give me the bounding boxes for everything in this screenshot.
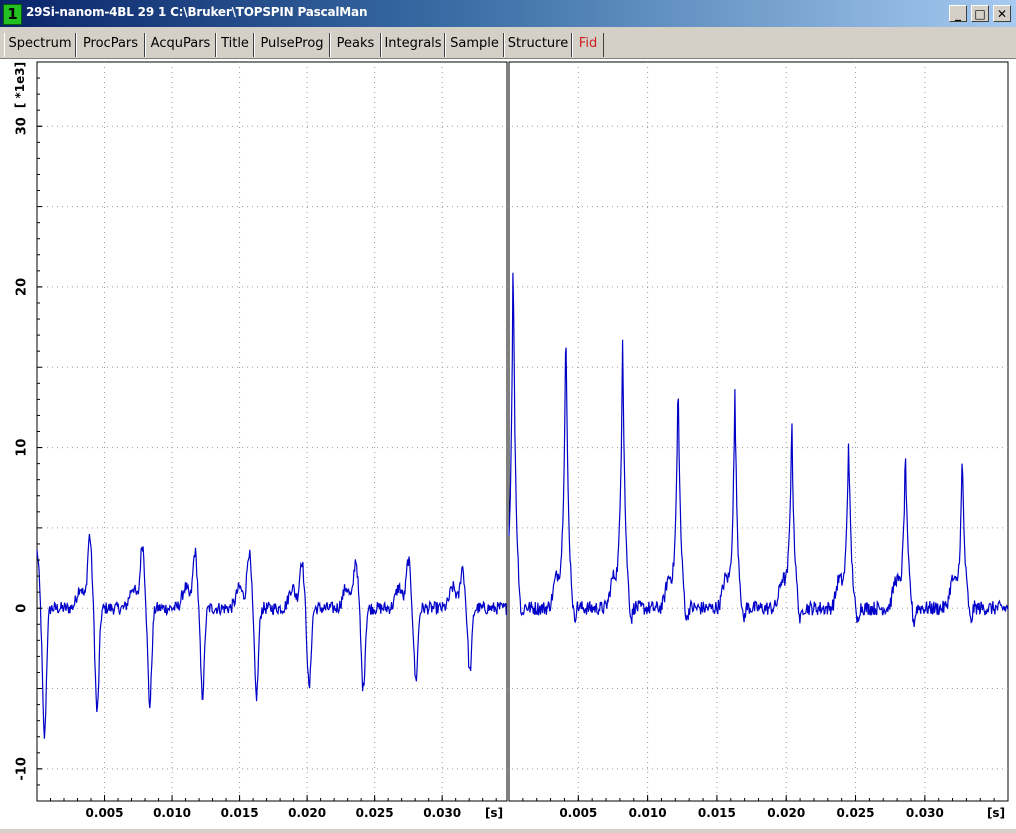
window-title: 29Si-nanom-4BL 29 1 C:\Bruker\TOPSPIN Pa…	[26, 5, 368, 19]
y-tick-label: 0	[15, 604, 30, 613]
x-tick-label: 0.005	[86, 806, 124, 820]
window-number-badge: 1	[3, 4, 22, 25]
x-tick-label: 0.015	[698, 806, 736, 820]
fid-imaginary-trace	[508, 272, 1009, 627]
x-tick-label: 0.030	[423, 806, 461, 820]
tab-fid[interactable]: Fid	[572, 33, 604, 57]
close-button[interactable]: ✕	[993, 5, 1011, 22]
right-x-unit-label: [s]	[987, 806, 1005, 820]
maximize-button[interactable]: □	[971, 5, 989, 22]
tab-structure[interactable]: Structure	[504, 33, 572, 57]
tab-pulseprog[interactable]: PulseProg	[254, 33, 330, 57]
minimize-button[interactable]: _	[949, 5, 967, 22]
x-tick-label: 0.030	[906, 806, 944, 820]
x-tick-label: 0.015	[221, 806, 259, 820]
x-tick-label: 0.010	[153, 806, 191, 820]
y-axis-unit-label: [ *1e3]	[13, 62, 27, 108]
fid-plot-area[interactable]: [ *1e3] -10 0 10 20 30 [s] [s] 0.005 0.010 0.0…	[0, 58, 1016, 829]
tab-bar: Spectrum ProcPars AcquPars Title PulsePr…	[0, 27, 1016, 58]
right-panel-frame	[508, 61, 1009, 802]
fid-chart: [ *1e3] -10 0 10 20 30 [s] [s] 0.005 0.010 0.0…	[13, 61, 1009, 820]
tab-procpars[interactable]: ProcPars	[76, 33, 145, 57]
left-x-unit-label: [s]	[485, 806, 503, 820]
y-tick-label: -10	[15, 757, 30, 781]
y-tick-label: 20	[15, 278, 30, 296]
left-panel-frame	[36, 61, 508, 802]
x-tick-label: 0.020	[288, 806, 326, 820]
y-tick-label: 30	[15, 117, 30, 135]
tab-title[interactable]: Title	[216, 33, 254, 57]
tab-sample[interactable]: Sample	[445, 33, 504, 57]
tab-integrals[interactable]: Integrals	[381, 33, 445, 57]
tab-peaks[interactable]: Peaks	[330, 33, 381, 57]
tab-acqupars[interactable]: AcquPars	[145, 33, 216, 57]
fid-real-trace	[36, 534, 508, 739]
x-tick-label: 0.005	[559, 806, 597, 820]
tab-spectrum[interactable]: Spectrum	[4, 33, 76, 57]
x-tick-label: 0.020	[767, 806, 805, 820]
x-tick-label: 0.025	[356, 806, 394, 820]
x-tick-label: 0.025	[837, 806, 875, 820]
x-tick-label: 0.010	[629, 806, 667, 820]
title-bar: 1 29Si-nanom-4BL 29 1 C:\Bruker\TOPSPIN …	[0, 0, 1016, 27]
y-tick-label: 10	[15, 439, 30, 457]
